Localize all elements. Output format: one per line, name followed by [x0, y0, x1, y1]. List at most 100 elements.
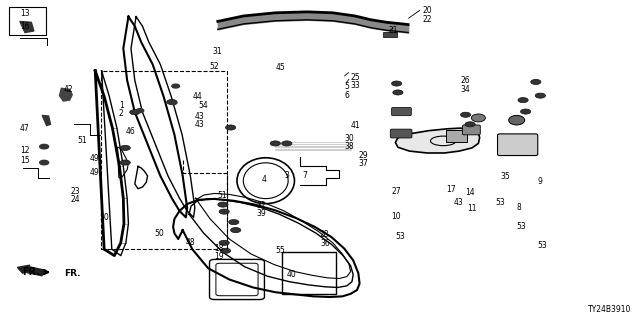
- Circle shape: [219, 240, 229, 245]
- Text: 15: 15: [20, 156, 29, 164]
- Ellipse shape: [471, 114, 485, 122]
- Circle shape: [220, 248, 230, 253]
- Text: 11: 11: [467, 204, 476, 213]
- Text: 53: 53: [516, 222, 527, 231]
- Circle shape: [531, 79, 541, 84]
- Text: 44: 44: [192, 92, 202, 101]
- Text: 50: 50: [100, 213, 109, 222]
- Text: 46: 46: [125, 127, 135, 136]
- Text: 50: 50: [154, 229, 164, 238]
- Text: 31: 31: [212, 47, 222, 56]
- Circle shape: [167, 100, 177, 105]
- Text: 29: 29: [358, 151, 368, 160]
- Circle shape: [170, 101, 177, 105]
- Text: 12: 12: [20, 146, 29, 155]
- Circle shape: [392, 81, 402, 86]
- Text: 54: 54: [198, 101, 209, 110]
- Text: 32: 32: [256, 201, 266, 210]
- Text: 38: 38: [344, 142, 354, 151]
- Text: 39: 39: [256, 209, 266, 218]
- Text: 49: 49: [90, 168, 100, 177]
- Text: 53: 53: [495, 197, 506, 206]
- Text: 43: 43: [194, 112, 204, 121]
- Text: 19: 19: [214, 252, 224, 261]
- Text: 45: 45: [275, 63, 285, 72]
- Text: 33: 33: [351, 81, 360, 90]
- Text: 24: 24: [71, 195, 81, 204]
- Circle shape: [136, 109, 144, 113]
- Text: 48: 48: [186, 238, 195, 247]
- Circle shape: [120, 160, 131, 165]
- Circle shape: [40, 160, 49, 165]
- Text: 23: 23: [71, 188, 81, 196]
- Text: 51: 51: [77, 136, 87, 145]
- Text: 2: 2: [119, 109, 124, 118]
- Text: 13: 13: [20, 9, 29, 18]
- Text: FR.: FR.: [22, 267, 48, 277]
- Text: 55: 55: [275, 246, 285, 255]
- Bar: [383, 32, 397, 37]
- Polygon shape: [42, 116, 51, 125]
- Text: 16: 16: [20, 22, 29, 31]
- Text: 34: 34: [461, 85, 470, 94]
- Bar: [9, 7, 46, 35]
- Text: TY24B3910: TY24B3910: [588, 305, 632, 314]
- Text: 3: 3: [285, 172, 290, 180]
- Text: 7: 7: [302, 172, 307, 180]
- Circle shape: [230, 228, 241, 233]
- FancyArrow shape: [17, 265, 46, 276]
- Text: 40: 40: [287, 270, 296, 279]
- Text: 20: 20: [422, 6, 432, 15]
- Circle shape: [465, 122, 475, 127]
- Ellipse shape: [509, 116, 525, 125]
- Circle shape: [461, 112, 470, 117]
- Circle shape: [535, 93, 545, 98]
- FancyBboxPatch shape: [463, 125, 480, 135]
- Text: 4: 4: [261, 175, 266, 184]
- Text: 51: 51: [218, 190, 227, 200]
- Text: 25: 25: [351, 73, 360, 82]
- Text: 6: 6: [344, 91, 349, 100]
- Circle shape: [270, 141, 280, 146]
- Text: 52: 52: [209, 61, 218, 70]
- Text: 42: 42: [63, 85, 73, 94]
- Text: 53: 53: [396, 232, 405, 241]
- Text: 27: 27: [392, 188, 401, 196]
- Text: 21: 21: [389, 26, 399, 35]
- Text: 10: 10: [392, 212, 401, 221]
- Circle shape: [120, 145, 131, 150]
- Text: 9: 9: [537, 177, 542, 186]
- Polygon shape: [60, 88, 72, 101]
- Text: 47: 47: [20, 124, 29, 132]
- Circle shape: [172, 84, 179, 88]
- Text: 28: 28: [320, 230, 330, 239]
- FancyBboxPatch shape: [447, 130, 467, 141]
- Polygon shape: [20, 21, 34, 33]
- Text: 43: 43: [454, 197, 464, 206]
- Text: 17: 17: [447, 185, 456, 194]
- Text: 37: 37: [358, 159, 368, 168]
- Text: 30: 30: [344, 134, 354, 143]
- Circle shape: [219, 209, 229, 214]
- Text: 18: 18: [214, 244, 224, 253]
- Text: 35: 35: [500, 172, 510, 181]
- FancyBboxPatch shape: [497, 134, 538, 156]
- FancyBboxPatch shape: [392, 108, 412, 116]
- Text: 8: 8: [516, 203, 522, 212]
- Circle shape: [518, 98, 528, 103]
- Text: FR.: FR.: [65, 268, 81, 278]
- Text: 26: 26: [461, 76, 470, 85]
- Circle shape: [393, 90, 403, 95]
- Text: 49: 49: [90, 154, 100, 163]
- Circle shape: [228, 220, 239, 225]
- Circle shape: [218, 202, 228, 207]
- Text: 14: 14: [466, 188, 476, 197]
- Circle shape: [282, 141, 292, 146]
- Text: 53: 53: [537, 241, 547, 250]
- Text: 41: 41: [351, 121, 360, 131]
- Text: 43: 43: [194, 120, 204, 130]
- Circle shape: [225, 125, 236, 130]
- Circle shape: [130, 110, 140, 115]
- Text: 1: 1: [119, 101, 124, 110]
- Text: 22: 22: [422, 15, 431, 24]
